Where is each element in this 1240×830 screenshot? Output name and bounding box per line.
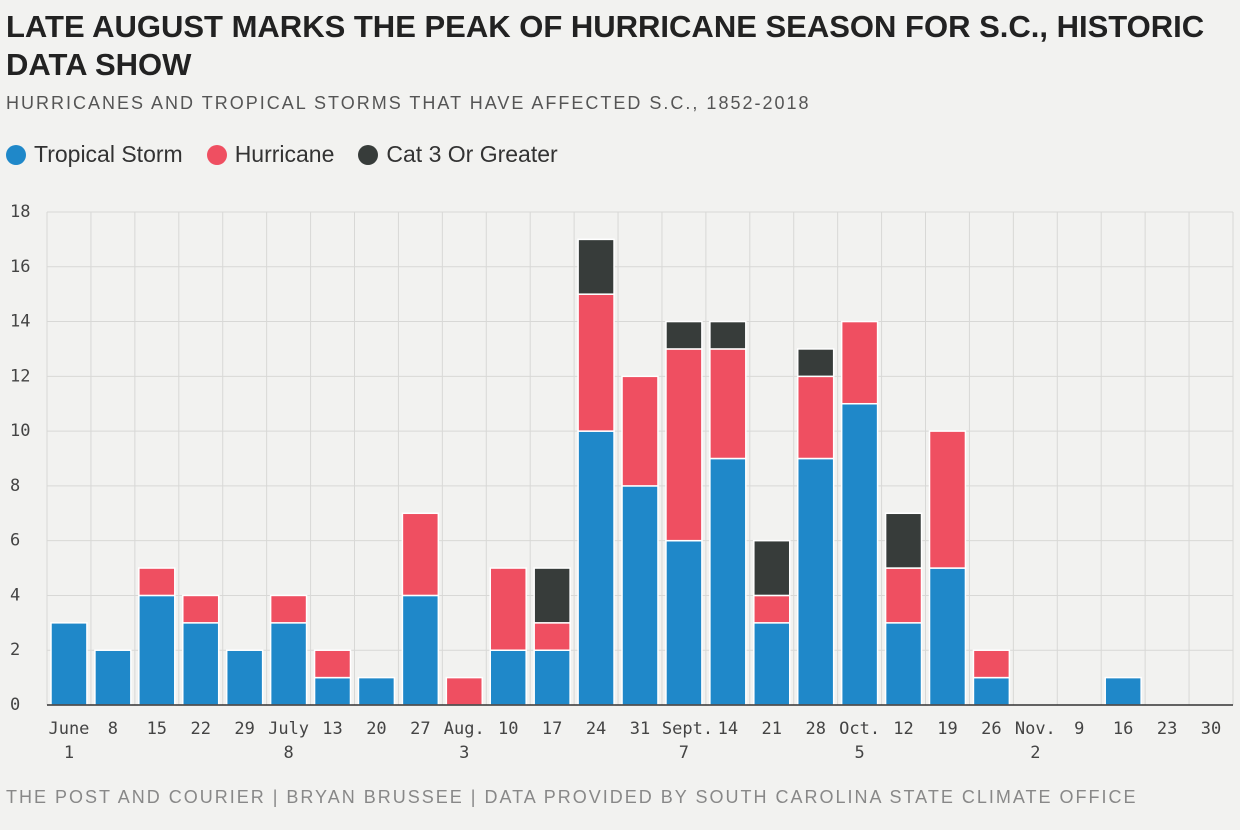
legend: Tropical Storm Hurricane Cat 3 Or Greater: [6, 141, 558, 168]
bar-segment: [357, 676, 396, 706]
bar-segment: [928, 567, 967, 706]
bar-segment: [665, 539, 703, 706]
x-tick-label: 26: [981, 719, 1002, 739]
bar-segment: [972, 649, 1011, 679]
bar-segment: [621, 375, 659, 487]
x-tick-label: 13: [322, 719, 343, 739]
x-tick-label: June 1: [48, 719, 90, 763]
legend-swatch: [6, 144, 26, 165]
x-tick-label: 12: [893, 719, 914, 739]
bar-segment: [753, 539, 791, 597]
bar-segment: [577, 293, 615, 432]
bar-segment: [796, 348, 835, 378]
bar-segment: [796, 457, 835, 706]
x-tick-label: 9: [1074, 719, 1085, 739]
x-tick-label: 31: [629, 719, 651, 739]
bar-segment: [577, 430, 615, 706]
bar-segment: [840, 402, 879, 706]
bar-segment: [1104, 676, 1142, 706]
x-tick-label: 16: [1112, 719, 1134, 739]
bar-segment: [94, 649, 132, 706]
y-tick-label: 12: [10, 366, 30, 386]
bar-segment: [577, 238, 615, 295]
y-tick-label: 0: [10, 695, 20, 715]
legend-label: Hurricane: [234, 141, 335, 167]
bar-segment: [313, 649, 352, 679]
bar-segment: [269, 622, 308, 706]
y-tick-label: 18: [10, 202, 30, 222]
bar-segment: [401, 512, 440, 597]
bar-segment: [138, 594, 176, 706]
y-tick-label: 10: [10, 421, 30, 441]
legend-label: Cat 3 Or Greater: [386, 141, 558, 167]
x-tick-label: 30: [1200, 719, 1222, 739]
y-tick-label: 14: [10, 312, 30, 332]
x-tick-label: Oct. 5: [839, 719, 881, 763]
x-tick-label: 8: [107, 719, 118, 739]
bar-segment: [884, 512, 923, 569]
bar-segment: [753, 594, 791, 624]
chart-title: LATE AUGUST MARKS THE PEAK OF HURRICANE …: [6, 9, 1205, 82]
bar-segment: [401, 594, 440, 706]
y-tick-label: 16: [10, 257, 30, 277]
x-tick-label: 23: [1156, 719, 1178, 739]
bar-segment: [533, 622, 571, 651]
x-tick-label: Sept. 7: [661, 719, 714, 763]
bar-segment: [489, 649, 527, 706]
bar-segment: [182, 594, 220, 624]
bar-segment: [796, 375, 835, 460]
y-tick-label: 8: [10, 476, 20, 496]
chart-subtitle: HURRICANES AND TROPICAL STORMS THAT HAVE…: [6, 93, 811, 113]
x-tick-label: 27: [410, 719, 431, 739]
source: THE POST AND COURIER | BRYAN BRUSSEE | D…: [6, 787, 1138, 807]
bar-segment: [489, 567, 527, 651]
bar-segment: [182, 622, 220, 706]
y-tick-label: 2: [10, 640, 20, 660]
x-tick-label: 15: [146, 719, 168, 739]
bar-segment: [269, 594, 308, 624]
x-tick-label: Nov. 2: [1014, 719, 1056, 763]
bar-segment: [840, 320, 879, 405]
x-tick-label: 10: [497, 719, 519, 739]
bar-segment: [50, 622, 88, 706]
y-tick-label: 6: [10, 531, 20, 551]
x-tick-label: 17: [541, 719, 563, 739]
x-tick-label: 21: [761, 719, 782, 739]
bar-segment: [665, 320, 703, 350]
bar-segment: [665, 348, 703, 542]
legend-item: Hurricane: [206, 141, 335, 168]
legend-item: Tropical Storm: [6, 141, 183, 168]
bar-segment: [533, 567, 571, 624]
bar-segment: [884, 622, 923, 706]
legend-item: Cat 3 Or Greater: [358, 141, 558, 168]
legend-label: Tropical Storm: [34, 141, 183, 167]
bar-segment: [225, 649, 264, 706]
bar-segment: [709, 320, 747, 350]
x-tick-label: 28: [805, 719, 826, 739]
x-tick-label: 24: [585, 719, 607, 739]
bar-segment: [753, 622, 791, 706]
bar-segment: [533, 649, 571, 706]
y-tick-label: 4: [10, 585, 20, 605]
x-tick-label: Aug. 3: [443, 719, 485, 763]
bar-segment: [709, 457, 747, 706]
bar-segment: [972, 676, 1011, 706]
bar-segment: [928, 430, 967, 569]
x-tick-label: 20: [366, 719, 387, 739]
bar-segment: [621, 485, 659, 706]
x-tick-label: 22: [190, 719, 211, 739]
x-tick-label: 29: [234, 719, 255, 739]
bar-segment: [709, 348, 747, 460]
x-tick-label: 19: [937, 719, 958, 739]
x-tick-label: 14: [717, 719, 739, 739]
legend-swatch: [358, 144, 379, 165]
bar-segment: [884, 567, 923, 624]
x-tick-label: July 8: [268, 719, 310, 763]
bar-segment: [313, 676, 352, 706]
bar-segment: [445, 676, 484, 706]
bar-segment: [138, 567, 176, 597]
legend-swatch: [206, 144, 227, 165]
